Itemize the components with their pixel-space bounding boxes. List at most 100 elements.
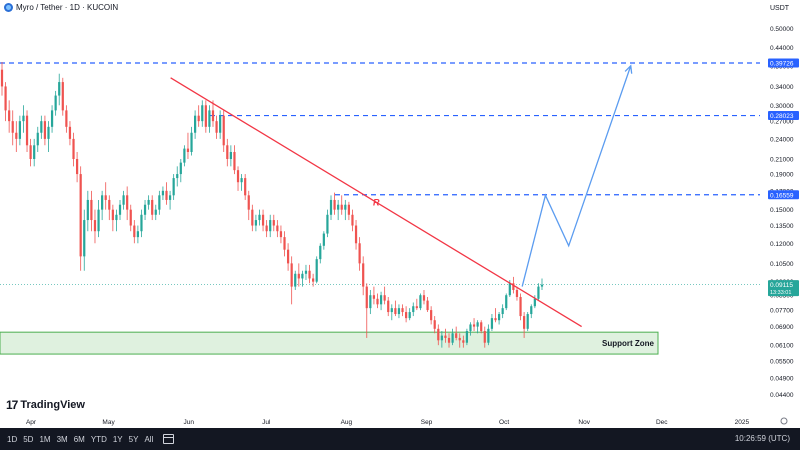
candle-body[interactable]	[426, 300, 429, 311]
candle-body[interactable]	[36, 132, 39, 146]
timeframe-1y-button[interactable]: 1Y	[112, 434, 123, 444]
candle-body[interactable]	[390, 308, 393, 313]
candle-body[interactable]	[347, 204, 350, 215]
candle-body[interactable]	[497, 314, 501, 321]
price-chart[interactable]: Support Zone R 0.500000.440000.390000.34…	[0, 0, 800, 428]
candle-body[interactable]	[512, 283, 515, 290]
candle-body[interactable]	[244, 178, 247, 196]
candle-body[interactable]	[29, 145, 32, 159]
candle-body[interactable]	[415, 306, 418, 309]
projection-path[interactable]	[521, 65, 632, 287]
candle-body[interactable]	[215, 121, 218, 133]
candle-body[interactable]	[508, 283, 511, 296]
candle-body[interactable]	[322, 233, 325, 246]
candle-body[interactable]	[161, 190, 165, 196]
candle-body[interactable]	[251, 209, 254, 226]
currency-label[interactable]: USDT	[770, 5, 790, 12]
candle-body[interactable]	[437, 328, 440, 341]
candle-body[interactable]	[490, 318, 494, 329]
candle-body[interactable]	[523, 316, 526, 329]
candle-body[interactable]	[290, 263, 293, 287]
candle-body[interactable]	[79, 174, 82, 257]
candle-body[interactable]	[168, 195, 172, 200]
candle-body[interactable]	[65, 110, 68, 127]
candle-body[interactable]	[219, 115, 222, 133]
candle-body[interactable]	[233, 151, 236, 171]
candle-body[interactable]	[326, 214, 329, 234]
candle-body[interactable]	[308, 270, 311, 279]
candle-body[interactable]	[340, 204, 343, 210]
candle-body[interactable]	[279, 231, 283, 238]
candle-body[interactable]	[526, 314, 529, 329]
candle-body[interactable]	[455, 333, 458, 338]
candle-body[interactable]	[4, 86, 7, 111]
candle-body[interactable]	[505, 295, 508, 309]
candle-body[interactable]	[211, 110, 215, 122]
timeframe-ytd-button[interactable]: YTD	[90, 434, 107, 444]
candle-body[interactable]	[204, 105, 207, 127]
candle-body[interactable]	[494, 318, 497, 321]
candle-body[interactable]	[397, 308, 401, 315]
candle-body[interactable]	[480, 322, 483, 332]
candle-body[interactable]	[47, 126, 50, 139]
candle-body[interactable]	[151, 199, 154, 215]
candle-body[interactable]	[147, 199, 150, 205]
candle-body[interactable]	[269, 220, 272, 232]
candle-body[interactable]	[351, 214, 354, 226]
candle-body[interactable]	[376, 298, 379, 305]
candle-body[interactable]	[379, 295, 383, 305]
price-label-box[interactable]	[768, 58, 799, 68]
date-range-icon[interactable]	[163, 434, 175, 444]
candle-body[interactable]	[519, 296, 522, 317]
candle-body[interactable]	[154, 209, 157, 215]
candle-body[interactable]	[75, 158, 79, 175]
candle-body[interactable]	[430, 310, 433, 321]
candle-body[interactable]	[383, 295, 386, 301]
candle-body[interactable]	[530, 306, 533, 315]
candle-body[interactable]	[247, 195, 250, 210]
candle-body[interactable]	[487, 328, 490, 343]
candle-body[interactable]	[111, 209, 114, 221]
candle-body[interactable]	[258, 214, 261, 221]
candle-body[interactable]	[122, 195, 125, 205]
candle-body[interactable]	[118, 204, 122, 215]
timeframe-all-button[interactable]: All	[144, 434, 154, 444]
candle-body[interactable]	[483, 331, 486, 343]
settings-icon[interactable]	[780, 417, 788, 425]
candle-body[interactable]	[229, 151, 232, 159]
candle-body[interactable]	[283, 237, 286, 250]
candle-body[interactable]	[11, 121, 14, 133]
candle-body[interactable]	[447, 337, 451, 343]
candle-body[interactable]	[115, 214, 118, 221]
candle-body[interactable]	[365, 286, 368, 309]
candle-body[interactable]	[451, 333, 454, 343]
candle-body[interactable]	[329, 199, 333, 215]
candle-body[interactable]	[93, 220, 97, 232]
candle-body[interactable]	[297, 273, 300, 279]
timeframe-5d-button[interactable]: 5D	[23, 434, 34, 444]
candle-body[interactable]	[294, 273, 297, 287]
candle-body[interactable]	[183, 148, 186, 163]
candle-body[interactable]	[101, 195, 104, 210]
candle-body[interactable]	[419, 295, 422, 309]
candle-body[interactable]	[394, 308, 397, 315]
resistance-trendline[interactable]	[170, 77, 582, 328]
candle-body[interactable]	[337, 204, 340, 210]
candle-body[interactable]	[22, 115, 25, 122]
candle-body[interactable]	[540, 284, 544, 287]
candle-body[interactable]	[68, 126, 72, 139]
candle-body[interactable]	[469, 324, 472, 332]
candle-body[interactable]	[104, 195, 107, 200]
candle-body[interactable]	[97, 209, 100, 232]
candle-body[interactable]	[54, 95, 57, 111]
candle-body[interactable]	[312, 278, 315, 282]
candle-body[interactable]	[354, 225, 358, 244]
candle-body[interactable]	[537, 286, 540, 299]
candle-body[interactable]	[43, 121, 47, 139]
candle-body[interactable]	[315, 259, 318, 282]
candle-body[interactable]	[136, 231, 140, 238]
candle-body[interactable]	[369, 295, 372, 309]
candle-body[interactable]	[18, 121, 21, 139]
support-zone[interactable]	[0, 331, 659, 355]
candle-body[interactable]	[140, 214, 143, 232]
